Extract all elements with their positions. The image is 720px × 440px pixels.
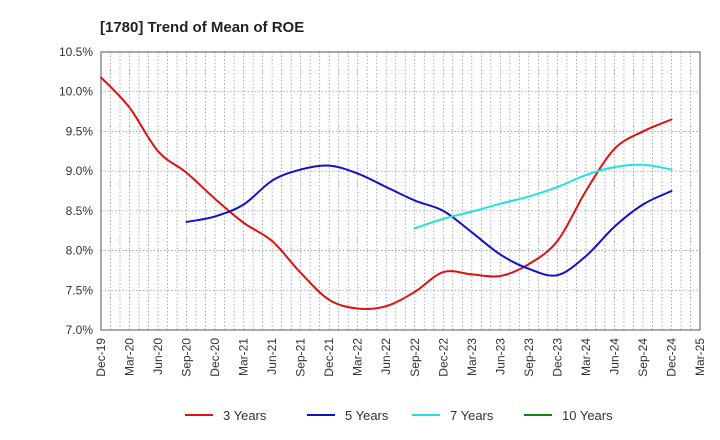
plot-area bbox=[101, 52, 700, 330]
x-tick-label: Jun-20 bbox=[151, 338, 165, 375]
x-tick-label: Dec-21 bbox=[322, 338, 336, 377]
y-axis: 7.0% 7.5% 8.0% 8.5% 9.0% 9.5% 10.0% 10.5% bbox=[59, 45, 93, 337]
x-tick-label: Mar-22 bbox=[351, 338, 365, 376]
y-tick-label: 8.0% bbox=[66, 244, 94, 258]
x-tick-label: Mar-24 bbox=[579, 338, 593, 376]
x-tick-label: Mar-21 bbox=[237, 338, 251, 376]
x-tick-label: Dec-22 bbox=[436, 338, 450, 377]
series-line-3-years bbox=[100, 76, 673, 311]
x-tick-label: Mar-23 bbox=[465, 338, 479, 376]
y-tick-label: 7.5% bbox=[66, 283, 94, 297]
series-line-7-years bbox=[413, 163, 673, 230]
y-tick-label: 10.0% bbox=[59, 85, 93, 99]
series-line-5-years bbox=[185, 164, 673, 277]
legend-label: 10 Years bbox=[562, 408, 613, 423]
y-tick-label: 9.5% bbox=[66, 124, 94, 138]
x-tick-label: Sep-21 bbox=[294, 338, 308, 377]
grid bbox=[100, 51, 701, 331]
legend-label: 3 Years bbox=[223, 408, 267, 423]
x-tick-label: Sep-23 bbox=[522, 338, 536, 377]
x-tick-label: Mar-25 bbox=[693, 338, 707, 376]
x-tick-label: Sep-20 bbox=[180, 338, 194, 377]
y-tick-label: 7.0% bbox=[66, 323, 94, 337]
x-tick-label: Dec-24 bbox=[664, 338, 678, 377]
x-axis: Dec-19 Mar-20 Jun-20 Sep-20 Dec-20 Mar-21 Jun-… bbox=[94, 338, 707, 377]
legend-label: 5 Years bbox=[345, 408, 389, 423]
x-tick-label: Sep-24 bbox=[636, 338, 650, 377]
chart-title: [1780] Trend of Mean of ROE bbox=[100, 19, 304, 36]
x-tick-label: Jun-24 bbox=[607, 338, 621, 375]
y-tick-label: 8.5% bbox=[66, 204, 94, 218]
x-tick-label: Mar-20 bbox=[123, 338, 137, 376]
x-tick-label: Sep-22 bbox=[408, 338, 422, 377]
x-tick-label: Dec-19 bbox=[94, 338, 108, 377]
plot-frame bbox=[100, 51, 701, 331]
x-tick-label: Jun-22 bbox=[379, 338, 393, 375]
legend: 3 Years 5 Years 7 Years 10 Years bbox=[185, 408, 613, 423]
x-tick-label: Jun-23 bbox=[493, 338, 507, 375]
x-tick-label: Dec-20 bbox=[208, 338, 222, 377]
legend-label: 7 Years bbox=[450, 408, 494, 423]
y-tick-label: 10.5% bbox=[59, 45, 93, 59]
x-tick-label: Dec-23 bbox=[550, 338, 564, 377]
x-tick-label: Jun-21 bbox=[265, 338, 279, 375]
series-lines bbox=[100, 76, 673, 311]
y-tick-label: 9.0% bbox=[66, 164, 94, 178]
